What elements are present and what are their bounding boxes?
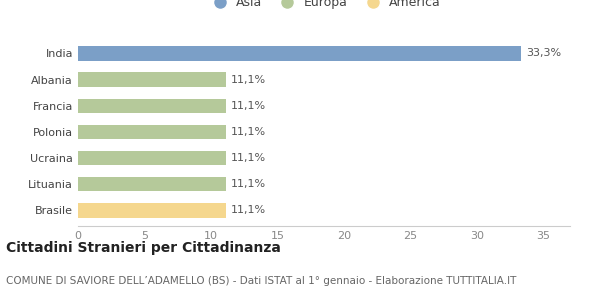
Bar: [78, 99, 226, 113]
Text: Cittadini Stranieri per Cittadinanza: Cittadini Stranieri per Cittadinanza: [6, 241, 281, 255]
Bar: [78, 151, 226, 165]
Bar: [78, 177, 226, 191]
Text: 11,1%: 11,1%: [231, 153, 266, 163]
Text: 33,3%: 33,3%: [526, 48, 561, 59]
Bar: [78, 72, 226, 87]
Text: 11,1%: 11,1%: [231, 127, 266, 137]
Text: 11,1%: 11,1%: [231, 179, 266, 189]
Text: COMUNE DI SAVIORE DELL’ADAMELLO (BS) - Dati ISTAT al 1° gennaio - Elaborazione T: COMUNE DI SAVIORE DELL’ADAMELLO (BS) - D…: [6, 276, 517, 286]
Bar: [78, 125, 226, 139]
Text: 11,1%: 11,1%: [231, 205, 266, 215]
Text: 11,1%: 11,1%: [231, 101, 266, 111]
Text: 11,1%: 11,1%: [231, 75, 266, 85]
Legend: Asia, Europa, America: Asia, Europa, America: [202, 0, 446, 14]
Bar: [78, 203, 226, 218]
Bar: [78, 46, 521, 61]
